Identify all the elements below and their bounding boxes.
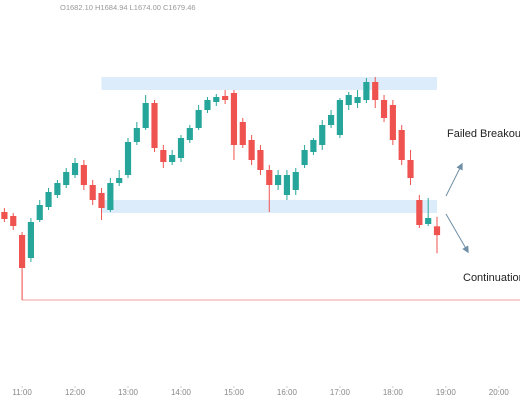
candle-body [213, 97, 220, 102]
x-tick-label: 20:00 [489, 388, 510, 397]
candle-body [336, 100, 343, 135]
candle-body [310, 140, 317, 152]
candle-body [195, 110, 202, 128]
candle-body [363, 82, 370, 100]
candle-body [345, 95, 352, 105]
candle-body [133, 128, 140, 142]
candle-body [327, 115, 335, 125]
candle-body [266, 170, 273, 185]
ohlc-header: O1682.10 H1684.94 L1674.00 C1679.46 [60, 3, 196, 12]
candle-body [283, 175, 291, 195]
zone [101, 77, 438, 90]
candle-body [372, 82, 379, 100]
candle-body [142, 103, 149, 128]
candle-body [1, 212, 8, 219]
x-tick-label: 12:00 [65, 388, 86, 397]
level [21, 270, 520, 301]
candle-body [319, 125, 326, 145]
candle-body [186, 128, 193, 140]
candle-body [27, 222, 34, 258]
x-tick-label: 11:00 [12, 388, 32, 397]
candles [1, 77, 441, 300]
annotation: Failed Breakout [447, 128, 520, 140]
candle-body [398, 130, 405, 160]
candle-body [239, 122, 246, 145]
candle-body [222, 96, 229, 100]
x-axis: 11:00 12:00 13:00 14:00 15:00 16:00 17:00 18:00… [12, 386, 509, 397]
candle-body [389, 105, 396, 140]
candle-body [160, 150, 167, 162]
candle-body [416, 200, 423, 225]
arrow-down [445, 213, 469, 254]
candle-body [248, 140, 255, 160]
candle-body [301, 150, 308, 165]
x-tick-label: 15:00 [224, 388, 245, 397]
candle-body [407, 160, 414, 178]
candle-body [177, 138, 185, 158]
x-tick-label: 17:00 [330, 388, 351, 397]
x-tick-label: 16:00 [277, 388, 298, 397]
candle-body [89, 185, 96, 200]
x-tick-label: 13:00 [118, 388, 139, 397]
candle-body [169, 155, 176, 162]
candle-body [107, 183, 114, 210]
candle-body [71, 163, 79, 175]
arrow-up [445, 162, 463, 197]
x-tick-label: 14:00 [171, 388, 192, 397]
candle-body [425, 218, 432, 224]
candle-body [98, 193, 105, 208]
candle-body [151, 103, 158, 148]
x-tick-label: 18:00 [383, 388, 404, 397]
candle-body [230, 93, 238, 145]
annotation: Continuation [463, 272, 520, 284]
candle-body [257, 150, 264, 170]
candle-body [275, 175, 282, 185]
candle-body [18, 235, 26, 268]
candle-body [45, 192, 52, 207]
candle-body [354, 97, 361, 103]
candle-body [124, 142, 132, 175]
candle-body [433, 226, 441, 236]
candle-body [63, 172, 70, 185]
candle-body [80, 165, 87, 185]
candle-body [380, 100, 388, 118]
candle-body [36, 205, 43, 220]
x-tick-label: 19:00 [436, 388, 457, 397]
candle-body [292, 172, 299, 190]
candle-body [116, 178, 123, 183]
candle-body [10, 216, 17, 226]
candle-body [54, 183, 61, 195]
candle-body [204, 100, 211, 110]
